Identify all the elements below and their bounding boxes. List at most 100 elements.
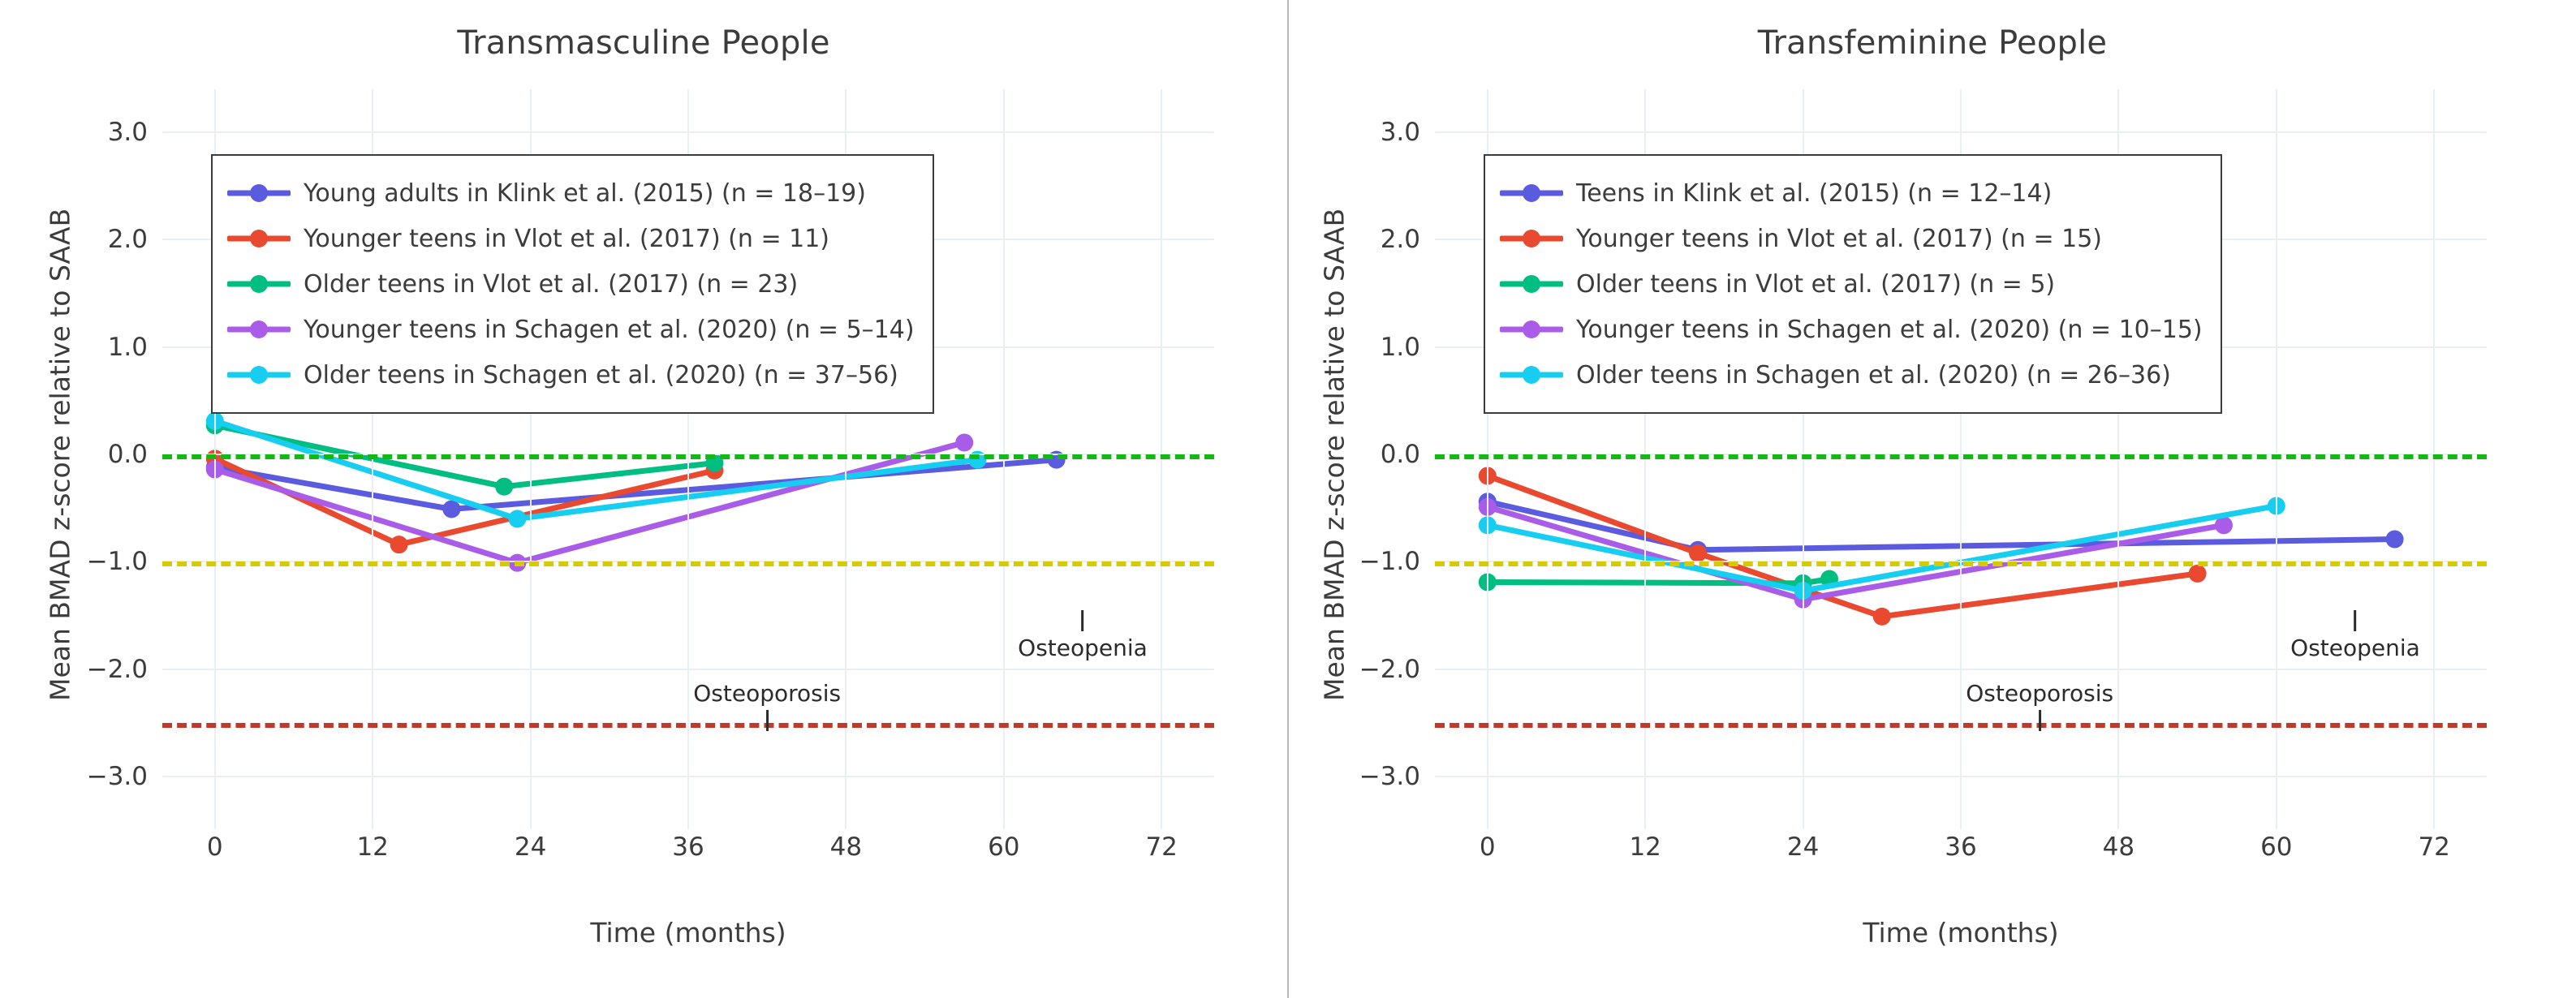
annotation-label: Osteopenia <box>1018 634 1148 661</box>
threshold-line-osteoporosis <box>1435 722 2487 728</box>
x-axis-label-left: Time (months) <box>590 917 786 949</box>
x-tick-mark <box>1644 819 1647 829</box>
x-tick-label: 12 <box>1629 832 1661 862</box>
threshold-line-osteopenia <box>1435 561 2487 567</box>
legend-item-label: Older teens in Schagen et al. (2020) (n … <box>304 360 898 389</box>
threshold-line-normal <box>1435 454 2487 459</box>
y-axis-label-right: Mean BMAD z-score relative to SAAB <box>1318 208 1350 701</box>
legend-item-0[interactable]: Young adults in Klink et al. (2015) (n =… <box>227 170 915 216</box>
y-tick-label: −3.0 <box>86 762 148 792</box>
annotation-osteoporosis: Osteoporosis <box>1966 680 2113 731</box>
threshold-line-osteoporosis <box>162 722 1214 728</box>
x-tick-label: 36 <box>1945 832 1977 862</box>
y-axis-label-left: Mean BMAD z-score relative to SAAB <box>44 208 76 701</box>
x-tick-label: 72 <box>2418 832 2450 862</box>
legend-item-4[interactable]: Older teens in Schagen et al. (2020) (n … <box>227 352 915 398</box>
data-point-marker <box>442 500 461 518</box>
x-tick-mark <box>1161 819 1163 829</box>
legend-line-marker-icon <box>227 181 291 205</box>
data-point-marker <box>2385 530 2404 548</box>
y-tick-label: 2.0 <box>107 225 148 255</box>
x-tick-mark <box>687 819 689 829</box>
annotation-pointer-icon <box>765 709 769 731</box>
y-tick-label: 3.0 <box>1380 117 1420 147</box>
x-tick-mark <box>2275 819 2277 829</box>
legend-item-0[interactable]: Teens in Klink et al. (2015) (n = 12–14) <box>1500 170 2203 216</box>
data-point-marker <box>495 477 514 496</box>
x-tick-mark <box>2433 819 2436 829</box>
legend-item-2[interactable]: Older teens in Vlot et al. (2017) (n = 2… <box>227 261 915 307</box>
threshold-line-normal <box>162 454 1214 459</box>
legend-item-4[interactable]: Older teens in Schagen et al. (2020) (n … <box>1500 352 2203 398</box>
x-tick-label: 12 <box>356 832 389 862</box>
x-axis-label-right: Time (months) <box>1863 917 2059 949</box>
legend-line-marker-icon <box>227 317 291 342</box>
y-tick-label: 0.0 <box>107 440 148 469</box>
x-tick-mark <box>1486 819 1488 829</box>
legend-item-2[interactable]: Older teens in Vlot et al. (2017) (n = 5… <box>1500 261 2203 307</box>
panel-title-right: Transfeminine People <box>1757 24 2108 62</box>
x-tick-label: 0 <box>1479 832 1496 862</box>
legend-line-marker-icon <box>1500 363 1563 387</box>
y-tick-label: −1.0 <box>86 547 148 577</box>
x-tick-mark <box>1960 819 1962 829</box>
data-point-marker <box>1872 607 1891 626</box>
x-tick-label: 60 <box>2260 832 2293 862</box>
legend-item-label: Younger teens in Vlot et al. (2017) (n =… <box>304 224 829 253</box>
x-tick-label: 48 <box>829 832 863 862</box>
data-point-marker <box>508 510 527 528</box>
data-point-marker <box>390 536 408 554</box>
legend-left: Young adults in Klink et al. (2015) (n =… <box>211 154 934 414</box>
annotation-label: Osteoporosis <box>693 679 842 707</box>
x-tick-label: 36 <box>672 832 704 862</box>
annotation-osteopenia: Osteopenia <box>1018 609 1148 661</box>
x-tick-mark <box>213 819 216 829</box>
legend-item-1[interactable]: Younger teens in Vlot et al. (2017) (n =… <box>1500 216 2203 261</box>
legend-item-3[interactable]: Younger teens in Schagen et al. (2020) (… <box>227 307 915 352</box>
annotation-label: Osteopenia <box>2290 634 2420 661</box>
legend-item-label: Older teens in Schagen et al. (2020) (n … <box>1576 360 2171 389</box>
x-tick-mark <box>1002 819 1005 829</box>
panel-title-left: Transmasculine People <box>457 24 830 62</box>
x-tick-mark <box>529 819 532 829</box>
legend-item-3[interactable]: Younger teens in Schagen et al. (2020) (… <box>1500 307 2203 352</box>
legend-line-marker-icon <box>1500 272 1563 296</box>
legend-line-marker-icon <box>1500 181 1563 205</box>
legend-item-label: Younger teens in Vlot et al. (2017) (n =… <box>1576 224 2102 253</box>
legend-item-label: Younger teens in Schagen et al. (2020) (… <box>1576 315 2203 344</box>
x-tick-label: 48 <box>2102 832 2135 862</box>
panel-divider <box>1287 0 1289 998</box>
y-tick-label: −3.0 <box>1359 762 1420 792</box>
legend-line-marker-icon <box>1500 317 1563 342</box>
legend-item-label: Teens in Klink et al. (2015) (n = 12–14) <box>1576 179 2053 208</box>
legend-item-1[interactable]: Younger teens in Vlot et al. (2017) (n =… <box>227 216 915 261</box>
annotation-osteoporosis: Osteoporosis <box>693 680 841 731</box>
y-tick-label: −1.0 <box>1359 547 1420 577</box>
y-tick-label: −2.0 <box>1359 654 1420 684</box>
x-tick-label: 24 <box>514 832 547 862</box>
x-tick-mark <box>1802 819 1804 829</box>
panel-transmasculine: Transmasculine People Mean BMAD z-score … <box>0 0 1287 998</box>
data-point-marker <box>2188 564 2207 583</box>
x-tick-mark <box>2117 819 2120 829</box>
legend-right: Teens in Klink et al. (2015) (n = 12–14)… <box>1484 154 2222 414</box>
y-tick-label: 0.0 <box>1380 440 1420 469</box>
legend-line-marker-icon <box>227 226 291 251</box>
y-tick-label: 2.0 <box>1380 225 1420 255</box>
y-tick-label: −2.0 <box>86 654 148 684</box>
data-point-marker <box>2215 516 2233 535</box>
y-tick-label: 3.0 <box>107 117 148 147</box>
legend-item-label: Young adults in Klink et al. (2015) (n =… <box>304 179 866 208</box>
annotation-pointer-icon <box>1081 609 1084 631</box>
x-tick-mark <box>372 819 374 829</box>
x-tick-label: 72 <box>1145 832 1178 862</box>
legend-item-label: Younger teens in Schagen et al. (2020) (… <box>304 315 915 344</box>
x-tick-label: 0 <box>206 832 223 862</box>
legend-line-marker-icon <box>227 363 291 387</box>
threshold-line-osteopenia <box>162 561 1214 567</box>
annotation-pointer-icon <box>2354 609 2357 631</box>
panel-transfeminine: Transfeminine People Mean BMAD z-score r… <box>1289 0 2576 998</box>
y-tick-label: 1.0 <box>107 332 148 362</box>
y-tick-label: 1.0 <box>1380 332 1420 362</box>
